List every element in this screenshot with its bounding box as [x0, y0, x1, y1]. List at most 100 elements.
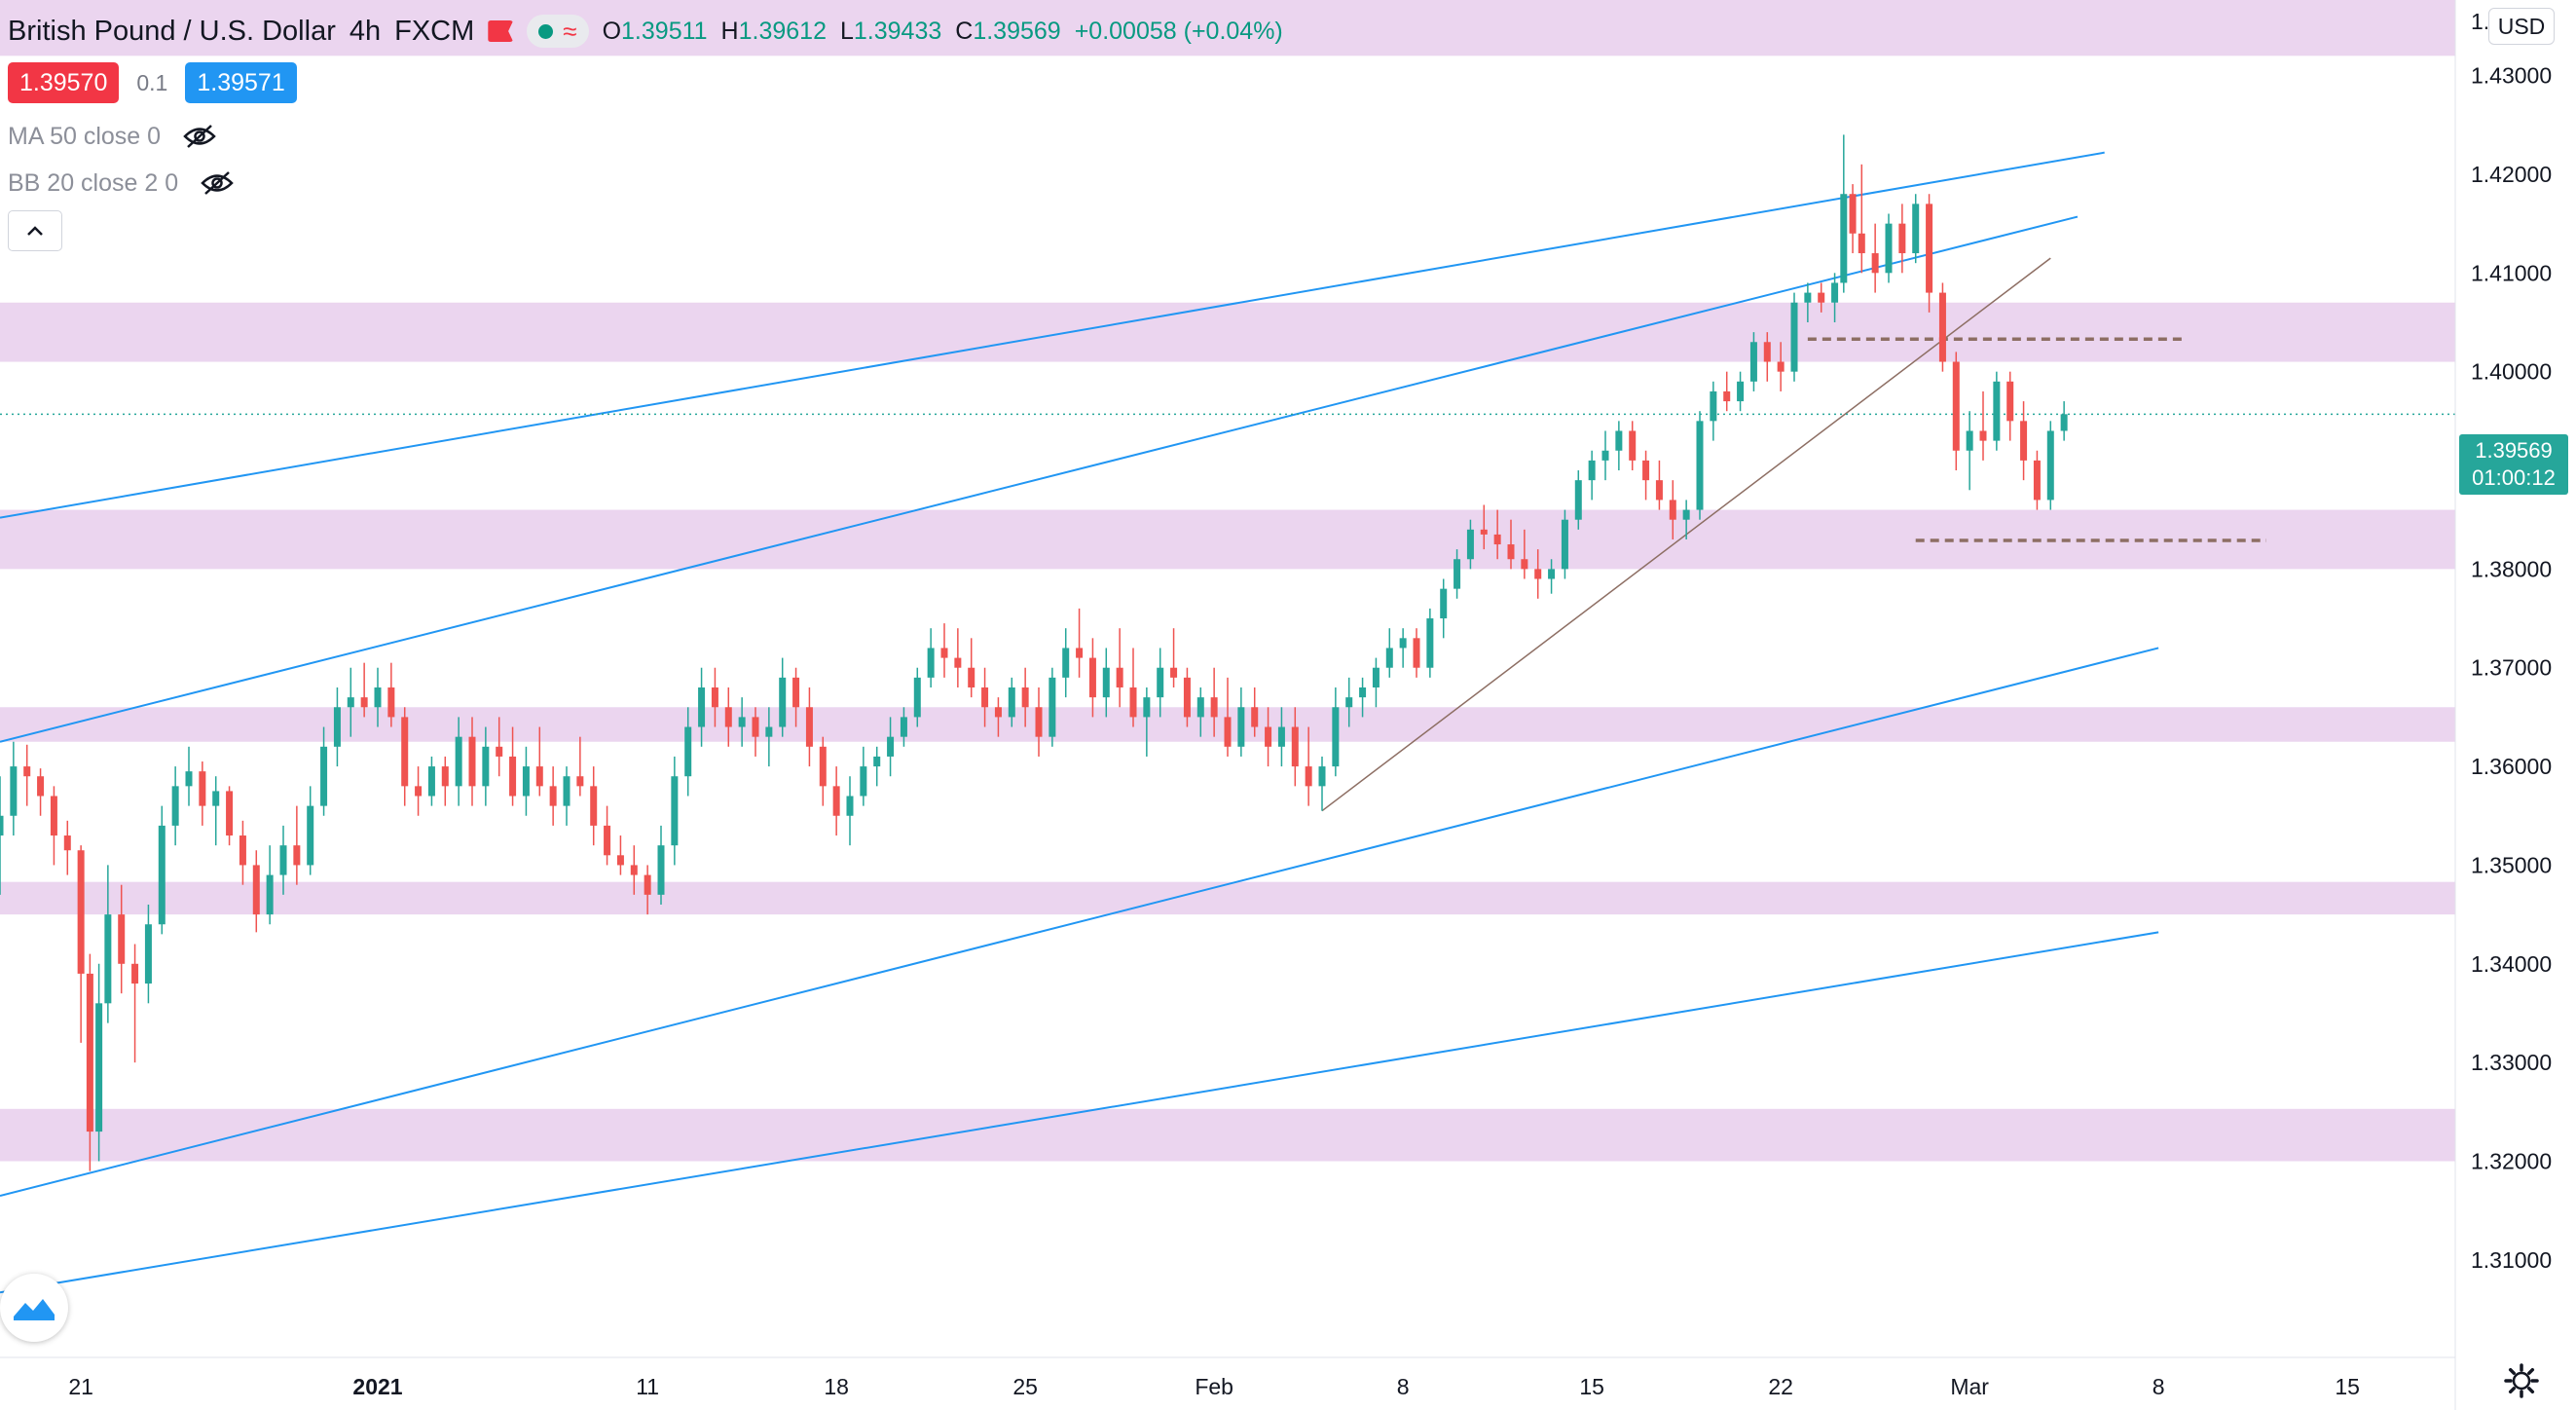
candle-body[interactable]: [1723, 390, 1731, 402]
candle-body[interactable]: [1979, 430, 1987, 441]
candle-body[interactable]: [212, 791, 220, 806]
collapse-legend-button[interactable]: [8, 210, 62, 251]
candle-body[interactable]: [1629, 430, 1637, 461]
candle-body[interactable]: [657, 845, 665, 895]
candle-body[interactable]: [644, 874, 651, 895]
trendline[interactable]: [0, 647, 2159, 1197]
trendline[interactable]: [0, 215, 2079, 743]
candle-body[interactable]: [1588, 460, 1596, 481]
candle-body[interactable]: [1912, 204, 1920, 254]
candle-body[interactable]: [1548, 569, 1556, 579]
candle-body[interactable]: [1359, 687, 1367, 698]
candle-body[interactable]: [954, 657, 962, 668]
candle-body[interactable]: [684, 726, 692, 777]
candle-body[interactable]: [1777, 361, 1785, 372]
candle-body[interactable]: [144, 924, 152, 984]
candle-body[interactable]: [2060, 414, 2068, 431]
candle-body[interactable]: [95, 1003, 103, 1132]
candle-body[interactable]: [779, 677, 787, 727]
currency-button[interactable]: USD: [2488, 8, 2555, 45]
candle-body[interactable]: [630, 865, 638, 875]
market-status-chip[interactable]: ≈: [527, 15, 589, 48]
candle-body[interactable]: [171, 786, 179, 826]
candle-body[interactable]: [482, 746, 490, 787]
candle-body[interactable]: [1655, 480, 1663, 501]
candle-body[interactable]: [900, 717, 907, 737]
candle-body[interactable]: [1076, 648, 1084, 658]
candle-body[interactable]: [199, 771, 206, 806]
candle-body[interactable]: [226, 791, 234, 836]
candle-body[interactable]: [1790, 302, 1798, 372]
candle-body[interactable]: [792, 677, 800, 708]
zone-rect[interactable]: [0, 1108, 2455, 1162]
candle-body[interactable]: [185, 771, 193, 787]
interval-label[interactable]: 4h: [349, 15, 382, 47]
candle-body[interactable]: [1129, 687, 1137, 718]
buy-button[interactable]: 1.39571: [185, 62, 297, 103]
candle-body[interactable]: [1521, 559, 1528, 570]
candle-body[interactable]: [2033, 460, 2041, 501]
zone-rect[interactable]: [0, 881, 2455, 915]
candle-body[interactable]: [724, 707, 732, 727]
candle-body[interactable]: [1871, 253, 1879, 274]
candle-body[interactable]: [616, 855, 624, 866]
candle-body[interactable]: [1885, 223, 1893, 274]
candle-body[interactable]: [509, 756, 517, 797]
candle-body[interactable]: [1102, 667, 1110, 698]
candle-body[interactable]: [1062, 648, 1070, 678]
candle-body[interactable]: [873, 756, 881, 767]
indicator-ma[interactable]: MA 50 close 0: [8, 119, 217, 154]
candle-body[interactable]: [698, 687, 706, 727]
candle-body[interactable]: [535, 766, 543, 787]
candle-body[interactable]: [1493, 534, 1501, 545]
candle-body[interactable]: [77, 850, 85, 974]
candle-body[interactable]: [1332, 707, 1340, 767]
candle-body[interactable]: [1696, 421, 1704, 510]
candle-body[interactable]: [887, 736, 895, 757]
candle-body[interactable]: [37, 776, 45, 797]
trendline[interactable]: [0, 931, 2159, 1294]
candle-body[interactable]: [576, 776, 584, 787]
candle-body[interactable]: [374, 687, 382, 708]
candle-body[interactable]: [1021, 687, 1029, 708]
candle-body[interactable]: [1224, 717, 1232, 747]
candle-body[interactable]: [1952, 361, 1960, 451]
candle-body[interactable]: [347, 697, 354, 708]
candle-body[interactable]: [1466, 529, 1474, 560]
candle-body[interactable]: [1116, 667, 1123, 687]
candle-body[interactable]: [1534, 569, 1542, 579]
candle-body[interactable]: [1265, 726, 1272, 747]
indicator-bb[interactable]: BB 20 close 2 0: [8, 166, 235, 201]
candle-body[interactable]: [968, 667, 975, 687]
candle-body[interactable]: [2006, 381, 2014, 422]
candle-body[interactable]: [711, 687, 718, 708]
candle-body[interactable]: [118, 914, 126, 964]
candle-body[interactable]: [671, 776, 679, 846]
candle-body[interactable]: [1849, 194, 1857, 234]
candle-body[interactable]: [1507, 544, 1515, 560]
candle-body[interactable]: [1049, 677, 1056, 737]
candle-body[interactable]: [1372, 667, 1380, 687]
candle-body[interactable]: [994, 707, 1002, 718]
candle-body[interactable]: [1088, 657, 1096, 698]
candle-body[interactable]: [1749, 342, 1757, 382]
candle-body[interactable]: [239, 835, 246, 866]
candle-body[interactable]: [1615, 430, 1623, 451]
zone-rect[interactable]: [0, 0, 2455, 56]
candle-body[interactable]: [441, 766, 449, 787]
flag-icon[interactable]: [488, 20, 514, 42]
candle-body[interactable]: [360, 697, 368, 708]
candle-body[interactable]: [1210, 697, 1218, 718]
candle-body[interactable]: [320, 746, 328, 806]
candle-body[interactable]: [1157, 667, 1164, 698]
candle-body[interactable]: [1682, 509, 1690, 520]
sell-button[interactable]: 1.39570: [8, 62, 120, 103]
candle-body[interactable]: [1831, 282, 1839, 303]
candle-body[interactable]: [1170, 667, 1178, 678]
candle-body[interactable]: [10, 766, 18, 816]
candle-body[interactable]: [86, 973, 93, 1132]
candle-body[interactable]: [252, 865, 260, 915]
candle-body[interactable]: [387, 687, 395, 718]
symbol-name[interactable]: British Pound / U.S. Dollar: [8, 15, 336, 47]
